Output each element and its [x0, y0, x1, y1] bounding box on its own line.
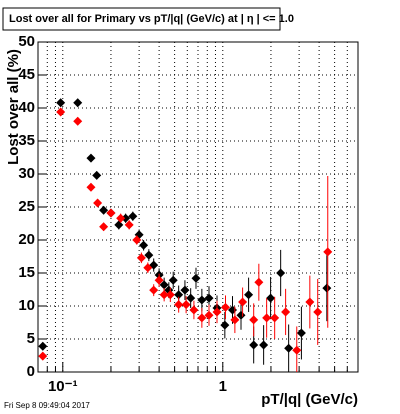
- data-point: [323, 247, 333, 257]
- data-point: [305, 297, 315, 307]
- data-point: [191, 273, 201, 283]
- data-point: [99, 222, 109, 232]
- y-tick-label: 40: [18, 99, 35, 116]
- data-point: [165, 290, 175, 300]
- data-point: [136, 253, 146, 263]
- data-point: [220, 320, 230, 330]
- data-point: [186, 293, 196, 303]
- data-point: [56, 98, 66, 108]
- data-point: [296, 328, 306, 338]
- data-point: [180, 285, 190, 295]
- data-point: [249, 315, 259, 325]
- data-point: [56, 107, 66, 117]
- data-point: [93, 198, 103, 208]
- data-point: [116, 213, 126, 223]
- y-tick-label: 0: [27, 363, 35, 380]
- data-point: [86, 153, 96, 163]
- data-point: [221, 302, 231, 312]
- data-point: [313, 307, 323, 317]
- data-point: [262, 313, 272, 323]
- x-axis-label: pT/|q| (GeV/c): [261, 391, 358, 408]
- data-point: [114, 220, 124, 230]
- data-point: [128, 211, 138, 221]
- data-point: [38, 341, 48, 351]
- data-point: [292, 345, 302, 355]
- data-point: [86, 182, 96, 192]
- data-point: [154, 275, 164, 285]
- data-point: [270, 313, 280, 323]
- data-point: [181, 300, 191, 310]
- data-point: [204, 293, 214, 303]
- data-point: [159, 290, 169, 300]
- data-point: [236, 310, 246, 320]
- data-point: [73, 116, 83, 126]
- y-tick-label: 50: [18, 33, 35, 50]
- data-point: [197, 313, 207, 323]
- data-point: [322, 283, 332, 293]
- data-point: [143, 263, 153, 273]
- x-tick-label: 10⁻¹: [48, 378, 78, 395]
- data-point: [259, 340, 269, 350]
- title-box: [2, 7, 281, 31]
- data-point: [189, 305, 199, 315]
- y-tick-label: 45: [18, 66, 35, 83]
- y-tick-label: 20: [18, 231, 35, 248]
- data-point: [159, 280, 169, 290]
- data-point: [92, 170, 102, 180]
- data-point: [106, 208, 116, 218]
- data-point: [266, 293, 276, 303]
- data-point: [132, 235, 142, 245]
- data-point: [124, 220, 134, 230]
- data-point: [281, 307, 291, 317]
- data-point: [149, 285, 159, 295]
- data-point: [212, 307, 222, 317]
- data-point: [121, 213, 131, 223]
- data-point: [254, 277, 264, 287]
- y-tick-label: 30: [18, 165, 35, 182]
- timestamp: Fri Sep 8 09:49:04 2017: [4, 401, 90, 410]
- data-point: [244, 290, 254, 300]
- data-point: [238, 297, 248, 307]
- y-tick-label: 25: [18, 198, 35, 215]
- data-point: [38, 351, 48, 361]
- data-point: [73, 98, 83, 108]
- data-point: [144, 250, 154, 260]
- x-tick-label: 1: [219, 378, 227, 395]
- data-point: [139, 240, 149, 250]
- data-point: [284, 343, 294, 353]
- data-point: [204, 310, 214, 320]
- y-tick-label: 35: [18, 132, 35, 149]
- data-point: [168, 275, 178, 285]
- data-point: [99, 205, 109, 215]
- y-tick-label: 15: [18, 264, 35, 281]
- data-point: [174, 300, 184, 310]
- data-point: [230, 315, 240, 325]
- data-point: [249, 340, 259, 350]
- data-point: [174, 290, 184, 300]
- y-tick-label: 5: [27, 330, 35, 347]
- y-axis-label: Lost over all (%): [5, 49, 22, 165]
- data-point: [197, 295, 207, 305]
- y-tick-label: 10: [18, 297, 35, 314]
- data-point: [276, 268, 286, 278]
- chart-title: Lost over all for Primary vs pT/|q| (GeV…: [9, 13, 294, 25]
